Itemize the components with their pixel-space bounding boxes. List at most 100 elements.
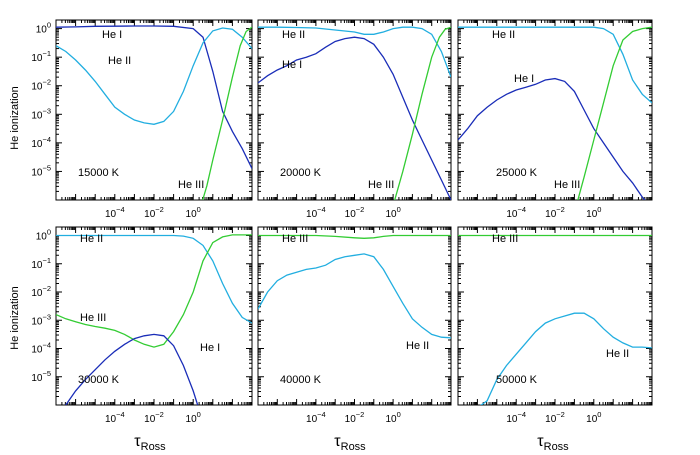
- series-line-he-ii: [258, 253, 451, 339]
- y-tick-label-exponent: −1: [42, 49, 51, 58]
- x-axis-label-3: τRoss: [537, 433, 569, 453]
- x-tick-label-base: 10: [105, 414, 117, 425]
- series-label: He II: [108, 55, 131, 67]
- x-tick-label-exponent: 0: [597, 410, 601, 419]
- series-line-he-iii: [394, 26, 451, 200]
- series-label: He III: [282, 233, 308, 245]
- x-tick-label: 100: [186, 205, 201, 220]
- y-tick-label-base: 10: [31, 345, 43, 356]
- y-tick-label-exponent: −3: [42, 312, 51, 321]
- x-tick-label-base: 10: [545, 209, 557, 220]
- x-tick-label-base: 10: [506, 209, 518, 220]
- y-tick-label: 10−1: [31, 49, 51, 64]
- x-tick-label-exponent: −4: [116, 410, 125, 419]
- x-tick-label: 100: [385, 410, 400, 425]
- temperature-label: 50000 K: [496, 374, 538, 386]
- series-line-he-iii: [577, 26, 652, 200]
- x-tick-label-exponent: −2: [556, 205, 565, 214]
- x-tick-label: 100: [586, 410, 601, 425]
- x-tick-label-base: 10: [144, 209, 156, 220]
- x-tick-label-exponent: 0: [397, 410, 401, 419]
- y-tick-label-exponent: −3: [42, 106, 51, 115]
- y-tick-label-base: 10: [31, 110, 43, 121]
- series-line-he-ii: [458, 26, 652, 104]
- x-tick-label: 10−4: [105, 205, 125, 220]
- x-tick-label-exponent: −2: [556, 410, 565, 419]
- x-tick-label-exponent: −2: [356, 205, 365, 214]
- y-tick-label-exponent: −2: [42, 284, 51, 293]
- series-label: He II: [606, 348, 629, 360]
- y-tick-label-exponent: 0: [47, 228, 51, 237]
- y-tick-label-exponent: −5: [42, 163, 51, 172]
- x-tick-label-exponent: 0: [597, 205, 601, 214]
- x-tick-label-base: 10: [586, 414, 598, 425]
- series-label: He III: [80, 312, 106, 324]
- x-tick-label: 10−4: [506, 410, 526, 425]
- x-tick-label-exponent: −2: [155, 205, 164, 214]
- x-tick-label: 10−4: [306, 205, 326, 220]
- y-tick-label: 100: [36, 21, 51, 36]
- x-tick-label: 10−4: [105, 410, 125, 425]
- x-tick-label: 100: [385, 205, 400, 220]
- x-tick-label-exponent: −4: [317, 410, 326, 419]
- x-tick-label: 10−2: [545, 205, 565, 220]
- x-axis-label-1-main: τ: [134, 433, 141, 450]
- y-tick-label: 100: [36, 228, 51, 243]
- y-tick-label: 10−3: [31, 312, 51, 327]
- x-axis-label-1-sub: Ross: [141, 441, 167, 453]
- x-tick-label-base: 10: [586, 209, 598, 220]
- y-tick-label: 10−5: [31, 163, 51, 178]
- x-tick-label: 10−4: [506, 205, 526, 220]
- series-label: He II: [282, 29, 305, 41]
- x-tick-label-base: 10: [506, 414, 518, 425]
- y-tick-label-exponent: −4: [42, 341, 51, 350]
- y-tick-label: 10−1: [31, 256, 51, 271]
- series-label: He I: [200, 342, 220, 354]
- x-tick-label-base: 10: [306, 209, 318, 220]
- y-axis-label-top: He ionization: [9, 86, 21, 150]
- series-label: He III: [554, 179, 580, 191]
- series-label: He III: [178, 179, 204, 191]
- series-line-he-ii: [56, 234, 252, 324]
- x-tick-label: 100: [586, 205, 601, 220]
- x-axis-label-2-main: τ: [334, 433, 341, 450]
- temperature-label: 30000 K: [78, 374, 120, 386]
- x-axis-label-2: τRoss: [334, 433, 366, 453]
- x-tick-label-base: 10: [105, 209, 117, 220]
- x-axis-label-3-sub: Ross: [544, 441, 570, 453]
- plot-frame: [457, 19, 653, 201]
- x-tick-label: 10−2: [545, 410, 565, 425]
- series-label: He II: [80, 233, 103, 245]
- series-line-he-i: [458, 77, 646, 200]
- series-label: He II: [406, 340, 429, 352]
- series-line-he-ii: [56, 27, 252, 125]
- x-tick-label-exponent: −2: [356, 410, 365, 419]
- y-tick-label: 10−4: [31, 135, 51, 150]
- x-axis-label-2-sub: Ross: [341, 441, 367, 453]
- y-tick-label-exponent: −5: [42, 369, 51, 378]
- x-tick-label-exponent: −2: [155, 410, 164, 419]
- plot-frame: [457, 226, 653, 406]
- x-tick-label-base: 10: [186, 209, 198, 220]
- x-axis-label-1: τRoss: [134, 433, 166, 453]
- y-tick-label-base: 10: [31, 316, 43, 327]
- x-tick-label-base: 10: [345, 209, 357, 220]
- y-tick-label-base: 10: [31, 260, 43, 271]
- y-tick-label: 10−4: [31, 341, 51, 356]
- x-tick-label: 10−4: [306, 410, 326, 425]
- x-tick-label-base: 10: [385, 414, 397, 425]
- y-tick-label-base: 10: [36, 25, 48, 36]
- temperature-label: 20000 K: [280, 167, 322, 179]
- y-tick-label-base: 10: [36, 232, 48, 243]
- x-tick-label-base: 10: [306, 414, 318, 425]
- temperature-label: 25000 K: [496, 167, 538, 179]
- y-tick-label-exponent: −1: [42, 256, 51, 265]
- x-tick-label-base: 10: [144, 414, 156, 425]
- x-tick-label-exponent: −4: [317, 205, 326, 214]
- series-label: He III: [492, 233, 518, 245]
- x-tick-label-exponent: −4: [116, 205, 125, 214]
- series-line-he-i: [56, 25, 252, 169]
- y-tick-label-base: 10: [31, 167, 43, 178]
